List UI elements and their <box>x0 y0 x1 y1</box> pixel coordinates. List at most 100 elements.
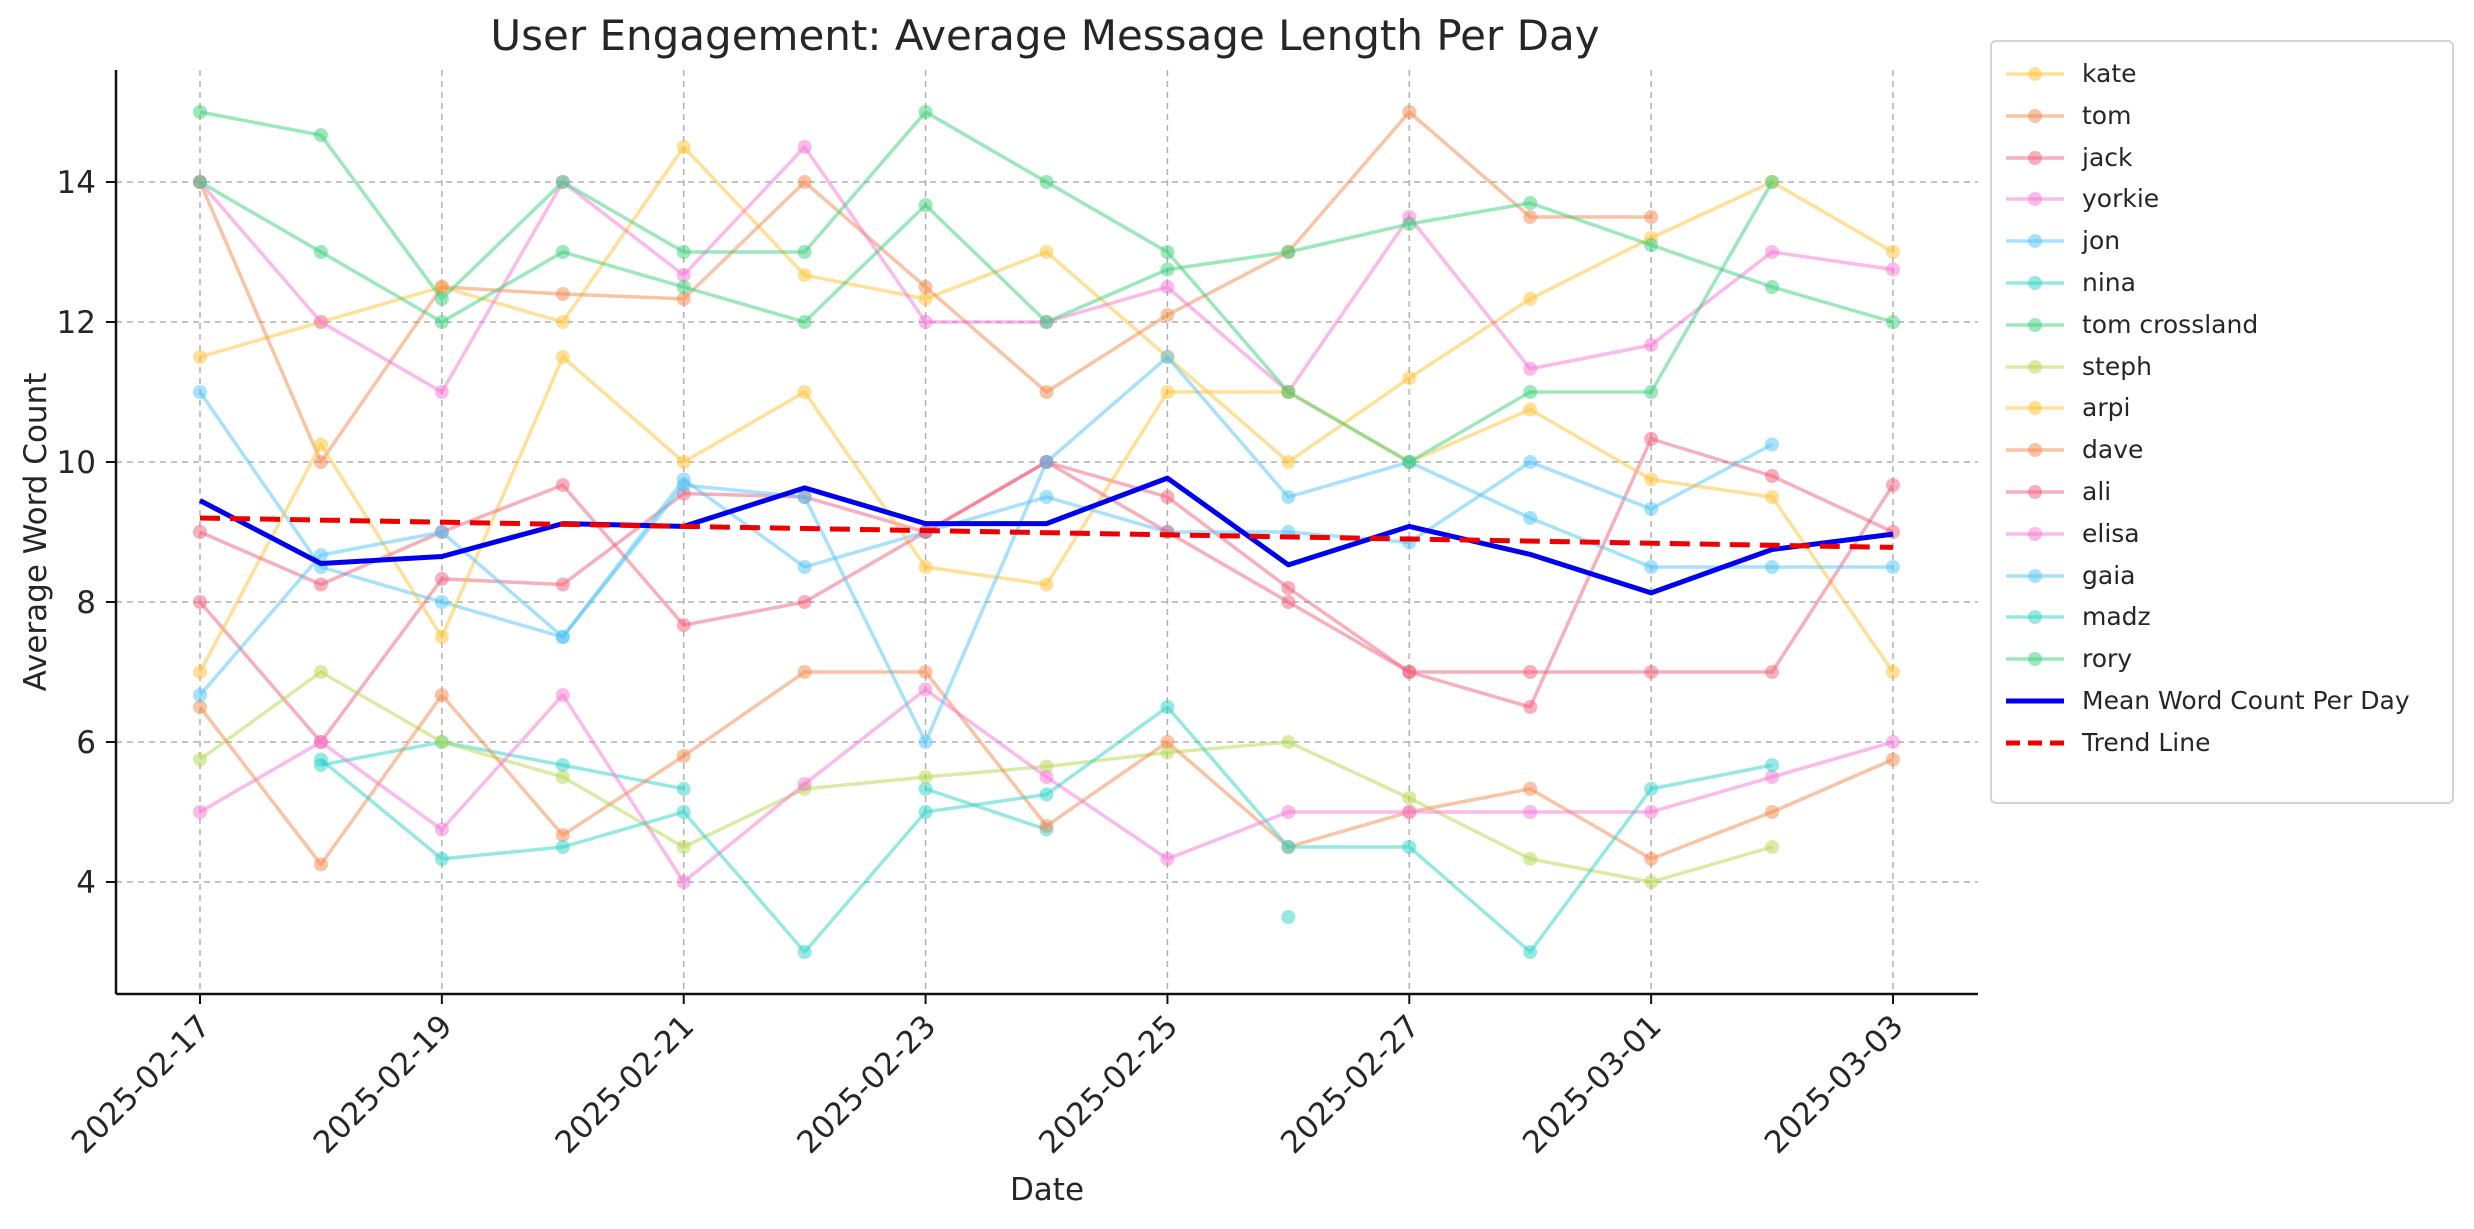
legend-swatch <box>2006 568 2064 583</box>
series-madz <box>313 700 1780 959</box>
data-point <box>193 525 207 539</box>
data-point <box>313 437 328 452</box>
data-point <box>918 315 933 329</box>
data-point <box>797 490 812 504</box>
legend-item: gaia <box>1992 556 2452 596</box>
data-point <box>918 280 933 294</box>
legend-label: dave <box>2082 435 2144 465</box>
data-point <box>797 665 812 679</box>
data-point <box>1402 791 1417 805</box>
legend-item: dave <box>1992 430 2452 470</box>
data-point <box>193 385 207 399</box>
data-point <box>1281 455 1296 469</box>
data-point <box>1402 371 1417 385</box>
y-axis-label: Average Word Count <box>18 373 54 692</box>
series-tom-crossland <box>193 175 1900 329</box>
data-point <box>918 735 933 749</box>
data-point <box>1886 752 1900 767</box>
legend-label: jon <box>2082 226 2121 256</box>
legend-item: elisa <box>1992 514 2452 554</box>
data-point <box>313 752 328 767</box>
data-point <box>1160 700 1175 714</box>
data-point <box>313 577 328 592</box>
data-point <box>1765 437 1780 452</box>
legend-swatch <box>2006 652 2064 667</box>
data-point <box>193 105 207 119</box>
data-point <box>555 350 570 364</box>
legend-item: tom crossland <box>1992 305 2452 345</box>
data-point <box>1644 501 1659 516</box>
data-point <box>676 749 691 763</box>
data-point <box>797 945 812 959</box>
data-point <box>676 455 691 469</box>
data-point <box>1281 735 1296 749</box>
data-point <box>434 735 449 749</box>
data-point <box>1765 758 1780 773</box>
data-point <box>918 291 933 306</box>
legend-label: arpi <box>2082 393 2131 423</box>
series-tom <box>193 105 1659 469</box>
data-point <box>676 140 691 154</box>
data-point <box>797 175 812 189</box>
data-point <box>1039 315 1054 329</box>
data-point <box>1523 781 1538 796</box>
trend-line <box>199 515 1894 550</box>
data-point <box>193 805 207 819</box>
data-point <box>1523 455 1538 469</box>
data-point <box>434 688 449 703</box>
data-point <box>1644 210 1659 224</box>
data-point <box>434 315 449 329</box>
data-point <box>676 875 691 889</box>
legend-swatch <box>2006 698 2064 704</box>
legend-item: rory <box>1992 639 2452 679</box>
data-point <box>1160 245 1175 259</box>
data-point <box>1281 910 1296 924</box>
data-point <box>918 781 933 796</box>
data-point <box>1039 455 1054 469</box>
data-point <box>797 595 812 609</box>
y-axis-ticks: 4 6 8 10 12 14 <box>57 165 116 901</box>
series-line <box>320 740 685 791</box>
data-point <box>797 245 812 259</box>
legend-item: kate <box>1992 54 2452 94</box>
data-point <box>313 315 328 329</box>
data-point <box>1523 945 1538 959</box>
data-point <box>434 630 449 644</box>
data-point <box>1160 490 1175 504</box>
legend-label: jack <box>2082 142 2133 172</box>
data-point <box>1402 840 1417 854</box>
legend-item: yorkie <box>1992 179 2452 219</box>
series-gaia <box>193 350 1900 749</box>
data-point <box>1886 560 1900 574</box>
data-point <box>676 280 691 294</box>
legend-label: madz <box>2082 602 2151 632</box>
data-point <box>918 198 933 213</box>
axes <box>114 70 1978 996</box>
data-point <box>1039 385 1054 399</box>
data-point <box>1644 665 1659 679</box>
legend-swatch <box>2006 443 2064 458</box>
data-point <box>1886 478 1900 493</box>
legend-swatch <box>2006 401 2064 416</box>
series-lines <box>193 105 1900 959</box>
legend-swatch <box>2006 108 2064 123</box>
y-tick-label: 4 <box>76 865 96 901</box>
data-point <box>555 245 570 259</box>
data-point <box>1886 315 1900 329</box>
legend-label: Mean Word Count Per Day <box>2082 686 2410 715</box>
series-line <box>198 670 1773 884</box>
data-point <box>676 618 691 633</box>
data-point <box>1523 385 1538 399</box>
legend-label: elisa <box>2082 518 2140 548</box>
series-line <box>198 391 1773 639</box>
data-point <box>918 560 933 574</box>
data-point <box>676 781 691 796</box>
data-point <box>1281 490 1296 504</box>
x-axis-ticks: 2025-02-17 2025-02-19 2025-02-21 2025-02-23… <box>65 994 1911 1161</box>
data-point <box>918 665 933 679</box>
data-point <box>555 688 570 703</box>
data-point <box>1160 280 1175 294</box>
data-point <box>797 140 812 154</box>
data-point <box>1160 851 1175 866</box>
